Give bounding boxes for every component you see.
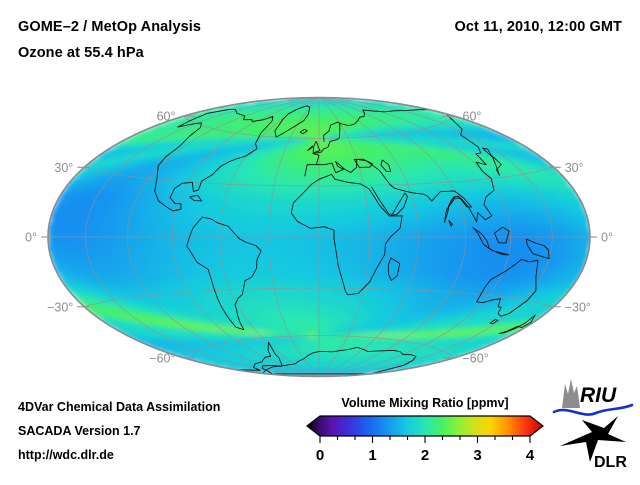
footer-line-version: SACADA Version 1.7 [18, 424, 141, 438]
riu-wordmark: RIU [580, 384, 617, 407]
colorbar-ticks [320, 436, 530, 443]
lat-label-inner-left-60: 60° [157, 110, 176, 124]
footer-line-assimilation: 4DVar Chemical Data Assimilation [18, 400, 220, 414]
lat-label-right-30: 30° [565, 161, 584, 175]
colorbar-tick-2: 2 [421, 447, 429, 464]
lat-label-left-30: 30° [54, 161, 73, 175]
logos-svg: RIU DLR [548, 370, 640, 470]
colorbar-tick-labels: 0 1 2 3 4 [316, 447, 535, 464]
colorbar-tick-3: 3 [473, 447, 481, 464]
colorbar: Volume Mixing Ratio [ppmv] 0 1 2 3 4 [300, 396, 550, 472]
lat-label-right-0: 0° [601, 231, 613, 245]
colorbar-tick-1: 1 [368, 447, 376, 464]
footer-line-url[interactable]: http://wdc.dlr.de [18, 448, 114, 462]
lat-label-inner-left--60: −60° [149, 351, 175, 365]
colorbar-gradient [307, 416, 543, 436]
lat-label-left--30: −30° [47, 300, 73, 314]
lat-label-right--30: −30° [565, 300, 591, 314]
dlr-wordmark: DLR [594, 454, 627, 470]
logo-group: RIU DLR [548, 370, 640, 470]
lat-label-left-0: 0° [25, 231, 37, 245]
lat-label-inner-right-60: 60° [463, 110, 482, 124]
lat-label-inner-right--60: −60° [463, 351, 489, 365]
dlr-logo: DLR [560, 416, 627, 470]
colorbar-title: Volume Mixing Ratio [ppmv] [300, 396, 550, 410]
colorbar-tick-4: 4 [526, 447, 535, 464]
colorbar-svg: 0 1 2 3 4 [300, 414, 550, 474]
colorbar-tick-0: 0 [316, 447, 324, 464]
riu-tower-icon [562, 379, 580, 408]
riu-logo: RIU [554, 379, 632, 415]
